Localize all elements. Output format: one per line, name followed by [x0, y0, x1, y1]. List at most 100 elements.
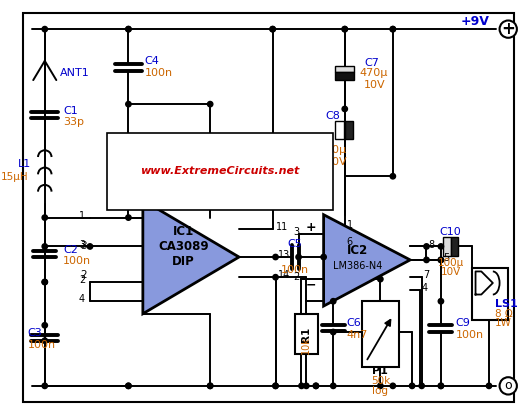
- Text: 1W: 1W: [495, 318, 512, 328]
- Text: +9V: +9V: [460, 15, 489, 28]
- Text: C8: C8: [326, 111, 340, 121]
- Text: R1: R1: [301, 326, 312, 342]
- Text: 11: 11: [276, 222, 288, 232]
- Text: 470μ: 470μ: [359, 68, 388, 78]
- Text: C1: C1: [63, 106, 78, 116]
- Circle shape: [390, 383, 395, 388]
- Circle shape: [126, 27, 131, 32]
- Bar: [345, 122, 353, 139]
- Bar: [451, 237, 458, 256]
- Circle shape: [273, 383, 278, 388]
- Circle shape: [438, 298, 443, 304]
- Text: C9: C9: [455, 318, 470, 328]
- Text: 1: 1: [79, 211, 85, 221]
- Circle shape: [42, 279, 47, 285]
- Circle shape: [390, 27, 395, 32]
- Text: 2: 2: [80, 270, 87, 280]
- Circle shape: [296, 254, 301, 260]
- Circle shape: [378, 276, 383, 282]
- Circle shape: [500, 20, 517, 38]
- Circle shape: [438, 383, 443, 388]
- Text: LS1: LS1: [495, 299, 517, 309]
- Text: 3: 3: [79, 239, 85, 249]
- Circle shape: [438, 257, 443, 263]
- Circle shape: [42, 338, 47, 343]
- Polygon shape: [143, 200, 239, 314]
- Circle shape: [321, 254, 326, 260]
- Circle shape: [438, 244, 443, 249]
- Circle shape: [270, 27, 275, 32]
- Text: C3: C3: [28, 328, 42, 338]
- Text: 7: 7: [424, 270, 430, 280]
- Circle shape: [313, 383, 319, 388]
- Circle shape: [299, 383, 304, 388]
- Text: 5: 5: [443, 253, 449, 263]
- Circle shape: [42, 27, 47, 32]
- Circle shape: [88, 244, 93, 249]
- Text: 10μ: 10μ: [326, 145, 346, 155]
- Text: 6: 6: [346, 237, 353, 247]
- Text: 1: 1: [346, 220, 353, 230]
- Text: log: log: [373, 386, 388, 395]
- Text: 4n7: 4n7: [346, 330, 368, 340]
- Circle shape: [419, 383, 425, 388]
- Circle shape: [500, 377, 517, 395]
- Text: 100n: 100n: [28, 340, 56, 351]
- Circle shape: [270, 27, 275, 32]
- Circle shape: [330, 383, 336, 388]
- Text: ANT1: ANT1: [60, 68, 90, 78]
- Text: 100n: 100n: [145, 68, 173, 78]
- Text: L1: L1: [18, 159, 31, 169]
- Bar: [443, 237, 451, 256]
- Text: P1: P1: [373, 366, 388, 376]
- Circle shape: [410, 383, 415, 388]
- Bar: [335, 72, 354, 80]
- Text: 50k: 50k: [371, 376, 390, 386]
- Text: 10V: 10V: [326, 157, 347, 167]
- Text: C4: C4: [145, 56, 159, 66]
- Circle shape: [390, 173, 395, 179]
- Circle shape: [126, 101, 131, 107]
- Text: www.ExtremeCircuits.net: www.ExtremeCircuits.net: [140, 166, 300, 176]
- Bar: [295, 314, 318, 354]
- Text: C7: C7: [364, 58, 379, 68]
- Text: IC1
CA3089
DIP: IC1 CA3089 DIP: [158, 225, 208, 268]
- Text: LM386-N4: LM386-N4: [332, 261, 382, 271]
- Text: 4: 4: [421, 283, 428, 293]
- Bar: [335, 122, 344, 139]
- Circle shape: [207, 383, 213, 388]
- Polygon shape: [324, 215, 410, 306]
- Circle shape: [438, 257, 443, 263]
- Text: 10V: 10V: [364, 80, 386, 90]
- Text: 100n: 100n: [63, 256, 91, 266]
- Bar: [362, 301, 399, 366]
- Circle shape: [390, 27, 395, 32]
- Text: 10k: 10k: [301, 337, 312, 354]
- Circle shape: [126, 383, 131, 388]
- Circle shape: [273, 254, 278, 260]
- Text: o: o: [504, 379, 512, 392]
- Text: 100n: 100n: [455, 330, 483, 340]
- Circle shape: [207, 101, 213, 107]
- Circle shape: [378, 383, 383, 388]
- Circle shape: [42, 244, 47, 249]
- Circle shape: [342, 106, 348, 112]
- Bar: [335, 66, 354, 72]
- Text: C10: C10: [440, 227, 462, 237]
- Circle shape: [424, 244, 429, 249]
- Circle shape: [330, 298, 336, 304]
- Circle shape: [42, 322, 47, 328]
- Text: −: −: [306, 278, 316, 291]
- Text: 2: 2: [79, 275, 85, 285]
- Text: 8 Ω: 8 Ω: [495, 309, 513, 319]
- Bar: [472, 268, 508, 320]
- Circle shape: [42, 215, 47, 220]
- Text: 8: 8: [428, 239, 435, 249]
- Text: C2: C2: [63, 245, 78, 255]
- Circle shape: [126, 27, 131, 32]
- Text: +: +: [306, 221, 316, 234]
- Text: +: +: [501, 20, 515, 38]
- Circle shape: [207, 383, 213, 388]
- Circle shape: [486, 383, 492, 388]
- Circle shape: [304, 383, 309, 388]
